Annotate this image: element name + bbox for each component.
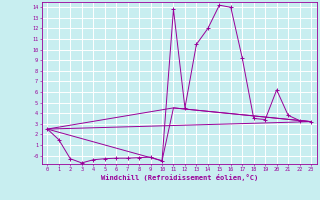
X-axis label: Windchill (Refroidissement éolien,°C): Windchill (Refroidissement éolien,°C): [100, 174, 258, 181]
